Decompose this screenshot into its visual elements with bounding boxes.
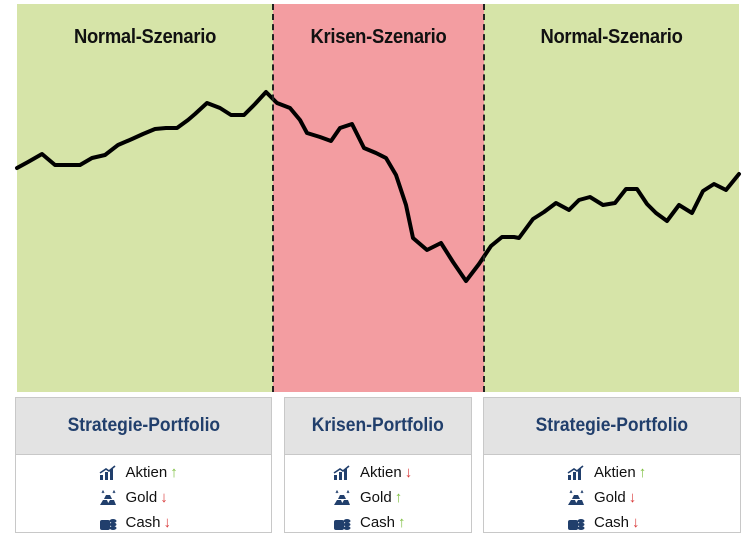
asset-label: Gold (594, 489, 626, 506)
normal-scenario-zone: Normal-Szenario (17, 4, 273, 392)
list-item: Cash ↑ (285, 510, 471, 535)
asset-label: Cash (125, 514, 161, 531)
panel-header: Strategie-Portfolio (484, 398, 740, 455)
arrow-up-icon: ↑ (638, 464, 647, 481)
list-item: Gold ↓ (16, 485, 271, 510)
arrow-down-icon: ↓ (160, 489, 168, 506)
trend-path (15, 90, 741, 283)
list-item: Aktien ↓ (285, 460, 471, 485)
list-item: Cash ↓ (484, 510, 740, 535)
arrow-down-icon: ↓ (632, 514, 640, 531)
gold-icon (568, 489, 584, 505)
asset-label: Aktien (125, 464, 168, 481)
divider-left (272, 4, 274, 392)
stocks-icon (99, 464, 116, 480)
portfolio-panel-strategy: Strategie-Portfolio Aktien ↑ Gold ↓ Cash… (15, 397, 272, 533)
asset-label: Aktien (360, 464, 402, 481)
panel-title: Strategie-Portfolio (535, 415, 689, 436)
divider-right (483, 4, 485, 392)
list-item: Cash ↓ (16, 510, 271, 535)
gold-icon (334, 489, 350, 505)
arrow-up-icon: ↑ (170, 464, 178, 481)
cash-icon (568, 518, 585, 530)
panel-title: Krisen-Portfolio (311, 415, 445, 436)
asset-label: Cash (594, 514, 630, 531)
portfolio-panel-strategy-2: Strategie-Portfolio Aktien ↑ Gold ↓ Cash… (483, 397, 741, 533)
market-trend-line (15, 90, 741, 283)
arrow-up-icon: ↑ (398, 514, 406, 531)
zone-title-crisis: Krisen-Szenario (310, 26, 447, 48)
crisis-scenario-zone: Krisen-Szenario (273, 4, 484, 392)
list-item: Gold ↑ (285, 485, 471, 510)
gold-icon (99, 489, 116, 505)
list-item: Aktien ↑ (484, 460, 740, 485)
stocks-icon (567, 464, 584, 480)
list-item: Gold ↓ (484, 485, 740, 510)
asset-label: Aktien (594, 464, 636, 481)
zone-title-normal: Normal-Szenario (73, 26, 217, 48)
asset-label: Gold (360, 489, 392, 506)
arrow-down-icon: ↓ (628, 489, 637, 506)
panel-title: Strategie-Portfolio (67, 415, 220, 436)
panel-header: Krisen-Portfolio (285, 398, 471, 455)
cash-icon (334, 518, 351, 530)
portfolio-panel-crisis: Krisen-Portfolio Aktien ↓ Gold ↑ Cash ↑ (284, 397, 472, 533)
asset-label: Cash (360, 514, 396, 531)
list-item: Aktien ↑ (16, 460, 271, 485)
arrow-up-icon: ↑ (394, 489, 403, 506)
normal-scenario-zone-2: Normal-Szenario (484, 4, 739, 392)
stocks-icon (333, 464, 350, 480)
panel-header: Strategie-Portfolio (16, 398, 271, 455)
zone-title-normal-2: Normal-Szenario (540, 26, 683, 48)
asset-label: Gold (125, 489, 158, 506)
arrow-down-icon: ↓ (404, 464, 413, 481)
cash-icon (99, 518, 116, 530)
arrow-down-icon: ↓ (163, 514, 172, 531)
